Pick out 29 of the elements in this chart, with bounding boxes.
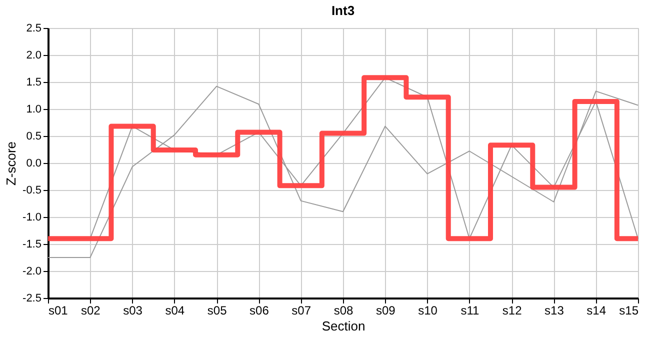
x-tick-label: s01 bbox=[48, 304, 68, 318]
y-tick-label: -2.0 bbox=[22, 266, 42, 278]
y-tick-label: 0.5 bbox=[26, 130, 42, 142]
x-tick-label: s12 bbox=[502, 304, 522, 318]
y-axis-title: Z-score bbox=[4, 141, 19, 186]
x-tick-label: s15 bbox=[619, 304, 639, 318]
x-axis-title: Section bbox=[322, 318, 366, 334]
x-tick-label: s07 bbox=[292, 304, 312, 318]
y-tick-label: 2.5 bbox=[26, 22, 42, 34]
x-tick-label: s08 bbox=[334, 304, 354, 318]
y-tick-label: 0.0 bbox=[26, 158, 42, 170]
x-tick-label: s02 bbox=[80, 304, 101, 318]
y-tick-label: 1.5 bbox=[26, 76, 42, 88]
y-tick-label: 1.0 bbox=[26, 104, 42, 116]
x-tick-label: s14 bbox=[586, 304, 606, 318]
x-tick-label: s04 bbox=[165, 304, 185, 318]
y-tick-label: -1.5 bbox=[22, 238, 42, 250]
x-tick-label: s13 bbox=[544, 304, 564, 318]
x-tick-label: s09 bbox=[376, 304, 396, 318]
x-tick-label: s10 bbox=[418, 304, 438, 318]
x-tick-label: s06 bbox=[250, 304, 270, 318]
y-tick-label: -2.5 bbox=[22, 292, 42, 304]
y-tick-label: 2.0 bbox=[26, 50, 42, 62]
y-tick-label: -0.5 bbox=[22, 184, 42, 196]
chart-title: Int3 bbox=[331, 3, 355, 18]
x-tick-label: s03 bbox=[123, 304, 143, 318]
x-tick-label: s05 bbox=[207, 304, 228, 318]
y-tick-label: -1.0 bbox=[22, 212, 42, 224]
x-tick-label: s11 bbox=[460, 304, 480, 318]
